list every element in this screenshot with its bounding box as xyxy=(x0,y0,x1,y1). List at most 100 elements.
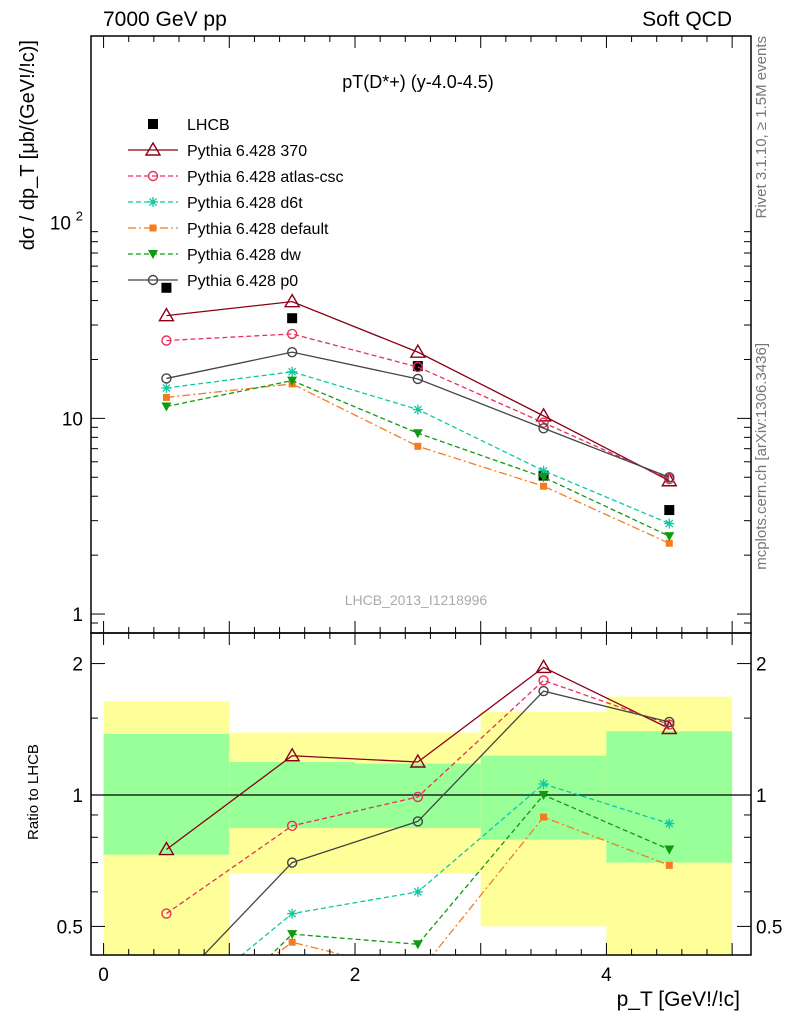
ratio-curves xyxy=(158,659,678,1022)
ratio-point-2-1 xyxy=(287,908,298,919)
ratio-point-2-4 xyxy=(664,818,675,829)
ratio-point-4-4 xyxy=(664,845,675,855)
ratio-point-1-2 xyxy=(412,791,424,803)
ratio-frame xyxy=(90,632,752,956)
legend-label-6: Pythia 6.428 p0 xyxy=(187,273,298,290)
chart-title: pT(D*+) (y-4.0-4.5) xyxy=(342,72,494,92)
ratio-point-1-3 xyxy=(538,675,549,686)
ratio-point-4-2 xyxy=(412,940,423,950)
main-ytick-label: 1 xyxy=(72,605,83,626)
legend: LHCB Pythia 6.428 370 Pythia 6.428 atlas-c… xyxy=(128,117,344,290)
legend-marker-5 xyxy=(148,250,158,259)
ratio-point-3-1 xyxy=(288,938,296,946)
ratio-ytick-label-right: 0.5 xyxy=(756,917,782,938)
ratio-ytick-label: 0.5 xyxy=(57,917,83,938)
main-point-0-1 xyxy=(287,313,298,324)
ratio-series-line-0 xyxy=(166,666,670,851)
legend-label-2: Pythia 6.428 atlas-csc xyxy=(187,169,344,186)
main-ylabel: dσ / dp_T [μb/(GeV!/!c)] xyxy=(17,40,39,250)
main-curves xyxy=(158,282,678,547)
main-point-6-2 xyxy=(412,373,424,385)
main-point-2-3 xyxy=(538,417,549,428)
main-point-3-2 xyxy=(412,404,423,415)
legend-marker-6 xyxy=(147,274,159,286)
legend-marker-1 xyxy=(144,141,162,156)
ratio-series-line-1 xyxy=(166,679,670,915)
ratio-uncertainty-bands xyxy=(91,696,751,955)
main-ytick-label-sup: 2 xyxy=(76,209,83,224)
legend-marker-3 xyxy=(148,197,158,207)
main-point-6-4 xyxy=(664,472,675,483)
main-point-5-2 xyxy=(412,429,423,439)
ratio-xlabel: p_T [GeV!/!c] xyxy=(617,988,740,1011)
legend-label-0: LHCB xyxy=(187,117,230,134)
ratio-ytick-label-right: 1 xyxy=(756,786,767,807)
ratio-xtick-label: 0 xyxy=(98,965,109,986)
main-point-2-2 xyxy=(412,361,424,373)
legend-label-5: Pythia 6.428 dw xyxy=(187,247,301,264)
mcplots-label: mcplots.cern.ch [arXiv:1306.3436] xyxy=(753,343,770,570)
legend-label-4: Pythia 6.428 default xyxy=(187,221,329,238)
analysis-watermark: LHCB_2013_I1218996 xyxy=(345,592,488,608)
main-series-line-2 xyxy=(166,333,670,480)
ratio-point-4-3 xyxy=(538,790,549,800)
main-point-5-0 xyxy=(161,402,172,412)
main-series-line-6 xyxy=(166,351,670,478)
header-left: 7000 GeV pp xyxy=(103,8,227,31)
ratio-ytick-label-right: 2 xyxy=(756,655,767,676)
main-point-0-4 xyxy=(664,505,675,516)
main-point-3-0 xyxy=(161,382,172,393)
main-ytick-label: 10 xyxy=(62,409,83,430)
main-series-line-5 xyxy=(166,379,670,537)
ratio-point-5-1 xyxy=(286,857,298,868)
ratio-point-5-0 xyxy=(162,990,171,999)
main-point-2-1 xyxy=(286,328,298,340)
main-point-4-2 xyxy=(414,442,422,450)
main-point-2-0 xyxy=(161,335,172,346)
main-point-5-1 xyxy=(287,376,298,386)
legend-marker-2 xyxy=(147,170,159,182)
ratio-ylabel: Ratio to LHCB xyxy=(25,744,42,840)
main-point-3-3 xyxy=(538,465,549,476)
labels: pT(D*+) (y-4.0-4.5) LHCB_2013_I1218996 dσ … xyxy=(17,36,770,1011)
legend-marker-4 xyxy=(149,224,157,232)
main-point-0-2 xyxy=(412,361,423,372)
main-series-line-4 xyxy=(166,383,670,544)
main-point-1-0 xyxy=(158,307,175,322)
band-green-0 xyxy=(103,733,230,855)
ratio-ytick-label: 1 xyxy=(72,786,83,807)
main-point-4-3 xyxy=(540,482,548,490)
main-point-1-2 xyxy=(409,343,427,358)
ratio-point-3-2 xyxy=(414,970,421,977)
main-point-1-1 xyxy=(283,293,301,308)
ratio-series-line-5 xyxy=(202,690,670,955)
main-point-3-1 xyxy=(287,366,298,377)
ratio-xtick-label: 2 xyxy=(350,965,361,986)
ratio-point-5-2 xyxy=(412,816,424,827)
legend-label-3: Pythia 6.428 d6t xyxy=(187,195,303,212)
ratio-point-2-0 xyxy=(161,1012,171,1022)
main-point-4-0 xyxy=(162,393,170,401)
band-green-4 xyxy=(606,731,733,863)
ratio-point-0-2 xyxy=(409,753,427,768)
main-series-line-1 xyxy=(166,300,670,482)
main-point-0-0 xyxy=(161,282,172,293)
axes: 0 2 4 1 10 10 2 0.5 0.5 1 1 2 2 xyxy=(50,35,782,986)
rivet-label: Rivet 3.1.10, ≥ 1.5M events xyxy=(753,36,770,219)
ratio-point-2-3 xyxy=(538,778,549,789)
main-point-5-3 xyxy=(538,473,549,483)
main-point-6-3 xyxy=(538,423,549,434)
ratio-point-0-3 xyxy=(535,659,552,674)
main-point-6-0 xyxy=(161,373,172,384)
ratio-point-3-4 xyxy=(665,861,673,869)
ratio-point-0-1 xyxy=(283,747,301,762)
main-ytick-label: 10 xyxy=(50,214,71,235)
main-point-3-4 xyxy=(664,518,675,529)
main-point-6-1 xyxy=(286,346,298,358)
ratio-point-0-0 xyxy=(158,841,175,856)
ratio-ytick-label: 2 xyxy=(72,655,83,676)
ratio-point-5-3 xyxy=(538,685,549,697)
ratio-point-2-2 xyxy=(412,886,423,897)
ratio-point-1-1 xyxy=(286,820,298,832)
